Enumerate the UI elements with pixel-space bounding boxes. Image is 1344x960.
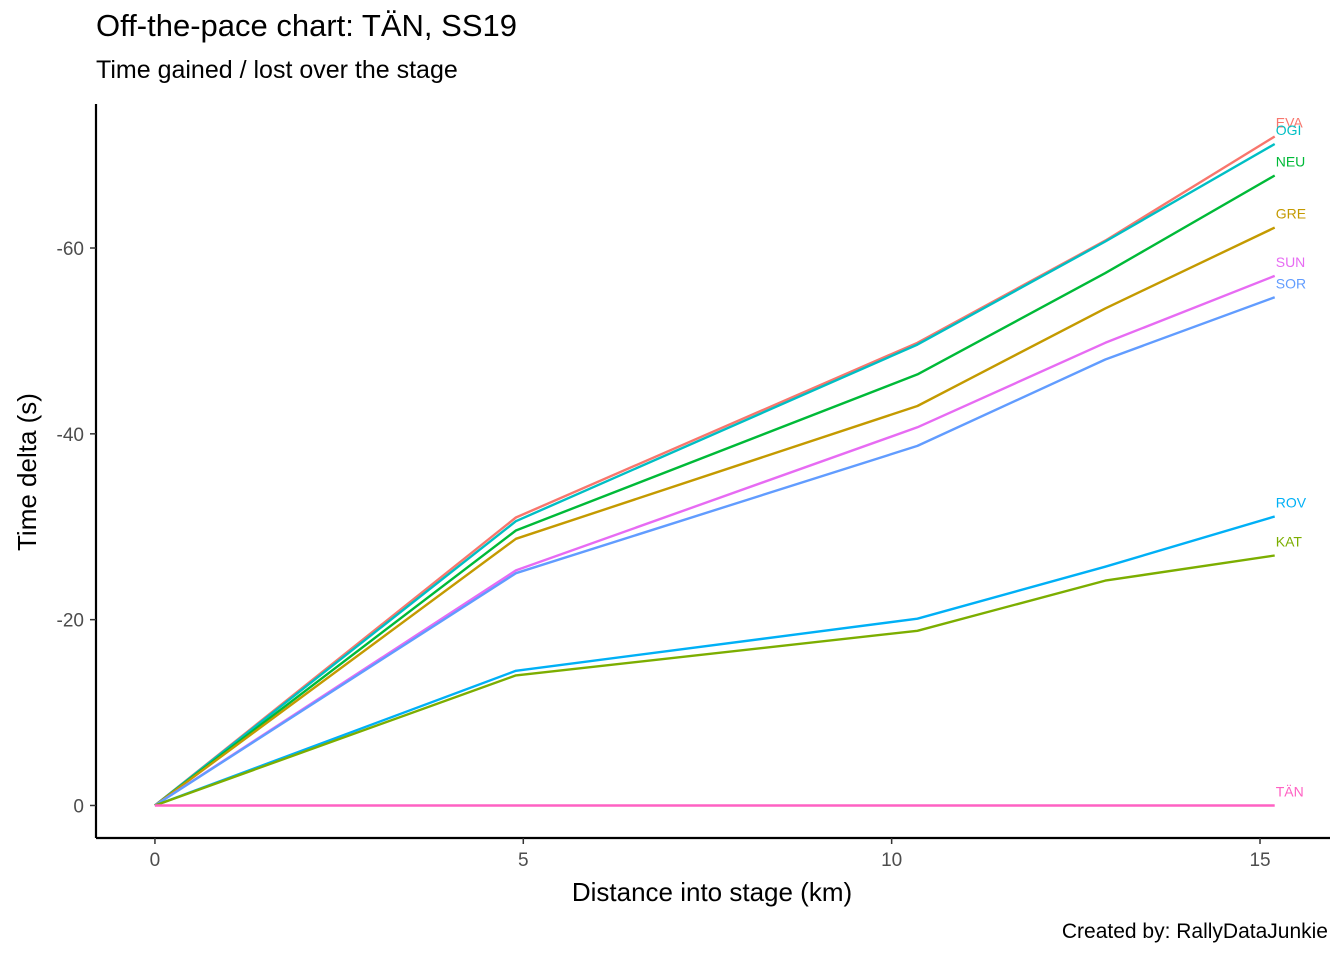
series-line-gre — [154, 226, 1276, 807]
y-tick-label: -20 — [57, 611, 84, 632]
y-tick-label: 0 — [73, 796, 84, 817]
series-end-label: OGI — [1276, 122, 1302, 138]
series-end-label: TÄN — [1276, 783, 1304, 799]
series-line-rov — [154, 515, 1276, 807]
series-end-label: EVA — [1276, 115, 1304, 131]
series-line-kat — [154, 554, 1275, 807]
series-lines — [154, 135, 1276, 807]
chart-title: Off-the-pace chart: TÄN, SS19 — [96, 8, 517, 43]
series-end-label: SUN — [1276, 254, 1306, 270]
axes: 0 5 10 15 0 -20 -40 -60 — [57, 104, 1330, 871]
y-axis-title: Time delta (s) — [12, 393, 42, 551]
series-end-label: GRE — [1276, 206, 1306, 222]
series-line-sun — [154, 274, 1276, 807]
x-tick-label: 10 — [881, 850, 902, 871]
series-end-label: NEU — [1276, 154, 1306, 170]
x-tick-label: 0 — [150, 850, 161, 871]
series-line-eva — [154, 135, 1276, 807]
series-line-neu — [154, 174, 1276, 807]
y-tick-label: -60 — [57, 239, 84, 260]
series-line-ogi — [154, 142, 1276, 807]
chart-subtitle: Time gained / lost over the stage — [96, 56, 458, 84]
y-tick-label: -40 — [57, 425, 84, 446]
series-end-label: ROV — [1276, 495, 1307, 511]
x-tick-label: 15 — [1249, 850, 1270, 871]
series-line-sor — [154, 296, 1276, 807]
chart-caption: Created by: RallyDataJunkie — [1061, 920, 1328, 943]
x-tick-label: 5 — [518, 850, 529, 871]
series-end-label: KAT — [1276, 534, 1303, 550]
x-axis-title: Distance into stage (km) — [572, 877, 852, 907]
series-end-label: SOR — [1276, 275, 1306, 291]
